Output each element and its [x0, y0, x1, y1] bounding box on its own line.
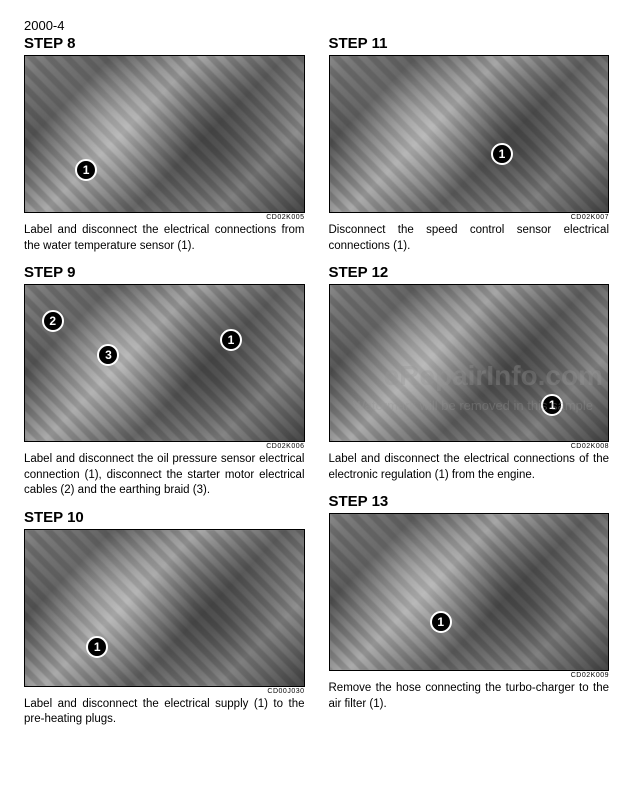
step-title: STEP 9	[24, 264, 305, 281]
step-title: STEP 13	[329, 493, 610, 510]
content-columns: STEP 8 1 CD02K005 Label and disconnect t…	[24, 35, 609, 738]
callout-marker: 2	[42, 310, 64, 332]
step-8: STEP 8 1 CD02K005 Label and disconnect t…	[24, 35, 305, 254]
right-column: STEP 11 1 CD02K007 Disconnect the speed …	[329, 35, 610, 738]
callout-marker: 1	[220, 329, 242, 351]
step-title: STEP 10	[24, 509, 305, 526]
photo-code: CD02K008	[329, 443, 610, 450]
step-11: STEP 11 1 CD02K007 Disconnect the speed …	[329, 35, 610, 254]
photo-code: CD00J030	[24, 688, 305, 695]
step-caption: Label and disconnect the electrical supp…	[24, 697, 305, 728]
step-title: STEP 8	[24, 35, 305, 52]
callout-marker: 1	[86, 636, 108, 658]
step-caption: Label and disconnect the oil pressure se…	[24, 452, 305, 499]
step-photo: 1	[329, 513, 610, 671]
step-title: STEP 12	[329, 264, 610, 281]
callout-marker: 1	[491, 143, 513, 165]
photo-code: CD02K007	[329, 214, 610, 221]
page-number: 2000-4	[24, 18, 609, 33]
step-10: STEP 10 1 CD00J030 Label and disconnect …	[24, 509, 305, 728]
callout-marker: 1	[75, 159, 97, 181]
step-photo: 1	[329, 284, 610, 442]
photo-code: CD02K009	[329, 672, 610, 679]
photo-code: CD02K005	[24, 214, 305, 221]
step-title: STEP 11	[329, 35, 610, 52]
callout-marker: 3	[97, 344, 119, 366]
step-9: STEP 9 2 3 1 CD02K006 Label and disconne…	[24, 264, 305, 499]
callout-marker: 1	[541, 394, 563, 416]
step-photo: 2 3 1	[24, 284, 305, 442]
step-photo: 1	[24, 55, 305, 213]
left-column: STEP 8 1 CD02K005 Label and disconnect t…	[24, 35, 305, 738]
photo-code: CD02K006	[24, 443, 305, 450]
step-photo: 1	[329, 55, 610, 213]
step-13: STEP 13 1 CD02K009 Remove the hose conne…	[329, 493, 610, 712]
step-photo: 1	[24, 529, 305, 687]
step-caption: Remove the hose connecting the turbo-cha…	[329, 681, 610, 712]
step-12: STEP 12 1 CD02K008 Label and disconnect …	[329, 264, 610, 483]
step-caption: Disconnect the speed control sensor elec…	[329, 223, 610, 254]
step-caption: Label and disconnect the electrical conn…	[24, 223, 305, 254]
step-caption: Label and disconnect the electrical conn…	[329, 452, 610, 483]
callout-marker: 1	[430, 611, 452, 633]
